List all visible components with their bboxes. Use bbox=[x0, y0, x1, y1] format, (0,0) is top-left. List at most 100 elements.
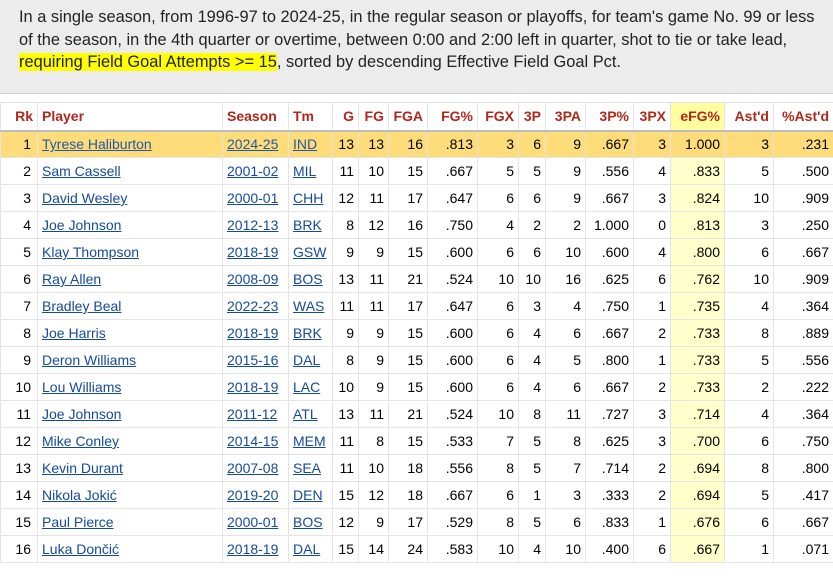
cell-fgx: 6 bbox=[477, 373, 519, 401]
cell-3p: 4 bbox=[518, 319, 546, 347]
cell-fg-pct: .556 bbox=[427, 454, 478, 482]
column-header-efg-pct[interactable]: eFG% bbox=[670, 102, 725, 132]
cell-g: 11 bbox=[332, 157, 359, 185]
column-header-fg-pct[interactable]: FG% bbox=[427, 102, 478, 132]
player-link[interactable]: Nikola Jokić bbox=[42, 487, 117, 503]
cell-player: Paul Pierce bbox=[37, 508, 223, 536]
season-link[interactable]: 2018-19 bbox=[227, 379, 279, 395]
column-header-fg[interactable]: FG bbox=[358, 102, 389, 132]
cell-fga: 17 bbox=[388, 184, 428, 212]
cell-team: GSW bbox=[288, 238, 333, 266]
cell-3p: 5 bbox=[518, 427, 546, 455]
cell-astd-pct: .500 bbox=[773, 157, 833, 185]
team-link[interactable]: BRK bbox=[293, 217, 322, 233]
season-link[interactable]: 2008-09 bbox=[227, 271, 279, 287]
cell-g: 9 bbox=[332, 319, 359, 347]
column-header-3px[interactable]: 3PX bbox=[633, 102, 671, 132]
player-link[interactable]: Klay Thompson bbox=[42, 244, 140, 260]
cell-rk: 11 bbox=[0, 400, 38, 428]
column-header-fga[interactable]: FGA bbox=[388, 102, 428, 132]
cell-astd: 5 bbox=[724, 481, 774, 509]
player-link[interactable]: Paul Pierce bbox=[42, 514, 114, 530]
season-link[interactable]: 2022-23 bbox=[227, 298, 279, 314]
cell-astd: 8 bbox=[724, 454, 774, 482]
team-link[interactable]: MEM bbox=[293, 433, 326, 449]
player-link[interactable]: Ray Allen bbox=[42, 271, 102, 287]
player-link[interactable]: Lou Williams bbox=[42, 379, 122, 395]
season-link[interactable]: 2018-19 bbox=[227, 325, 279, 341]
cell-season: 2018-19 bbox=[222, 535, 289, 563]
season-link[interactable]: 2011-12 bbox=[227, 406, 278, 422]
team-link[interactable]: LAC bbox=[293, 379, 321, 395]
cell-3p: 10 bbox=[518, 265, 546, 293]
player-link[interactable]: Deron Williams bbox=[42, 352, 137, 368]
cell-fga: 21 bbox=[388, 400, 428, 428]
column-header-3pa[interactable]: 3PA bbox=[545, 102, 586, 132]
team-link[interactable]: BRK bbox=[293, 325, 322, 341]
team-link[interactable]: MIL bbox=[293, 163, 317, 179]
team-link[interactable]: SEA bbox=[293, 460, 322, 476]
cell-season: 2012-13 bbox=[222, 211, 289, 239]
cell-fg: 12 bbox=[358, 211, 389, 239]
season-link[interactable]: 2001-02 bbox=[227, 163, 279, 179]
team-link[interactable]: DAL bbox=[293, 541, 321, 557]
season-link[interactable]: 2000-01 bbox=[227, 514, 279, 530]
column-header-3p[interactable]: 3P bbox=[518, 102, 546, 132]
team-link[interactable]: CHH bbox=[293, 190, 324, 206]
season-link[interactable]: 2018-19 bbox=[227, 541, 279, 557]
team-link[interactable]: WAS bbox=[293, 298, 325, 314]
team-link[interactable]: BOS bbox=[293, 514, 323, 530]
season-link[interactable]: 2012-13 bbox=[227, 217, 279, 233]
cell-efg-pct: .762 bbox=[670, 265, 725, 293]
cell-season: 2015-16 bbox=[222, 346, 289, 374]
team-link[interactable]: DEN bbox=[293, 487, 323, 503]
cell-fg-pct: .647 bbox=[427, 292, 478, 320]
cell-astd-pct: .750 bbox=[773, 427, 833, 455]
cell-3px: 1 bbox=[633, 292, 671, 320]
season-link[interactable]: 2007-08 bbox=[227, 460, 279, 476]
column-header-astd-pct[interactable]: %Ast'd bbox=[773, 102, 833, 132]
cell-astd-pct: .889 bbox=[773, 319, 833, 347]
season-link[interactable]: 2024-25 bbox=[227, 136, 279, 153]
season-link[interactable]: 2015-16 bbox=[227, 352, 279, 368]
cell-fga: 15 bbox=[388, 319, 428, 347]
column-header-rk[interactable]: Rk bbox=[0, 102, 38, 132]
cell-g: 11 bbox=[332, 292, 359, 320]
cell-rk: 8 bbox=[0, 319, 38, 347]
team-link[interactable]: IND bbox=[293, 136, 318, 153]
column-header-season[interactable]: Season bbox=[222, 102, 289, 132]
cell-player: Deron Williams bbox=[37, 346, 223, 374]
cell-efg-pct: .667 bbox=[670, 535, 725, 563]
player-link[interactable]: Bradley Beal bbox=[42, 298, 122, 314]
column-header-3p-pct[interactable]: 3P% bbox=[585, 102, 634, 132]
player-link[interactable]: Joe Harris bbox=[42, 325, 106, 341]
player-link[interactable]: Sam Cassell bbox=[42, 163, 121, 179]
season-link[interactable]: 2018-19 bbox=[227, 244, 279, 260]
team-link[interactable]: BOS bbox=[293, 271, 323, 287]
player-link[interactable]: Kevin Durant bbox=[42, 460, 123, 476]
player-link[interactable]: Joe Johnson bbox=[42, 217, 122, 233]
column-header-astd[interactable]: Ast'd bbox=[724, 102, 774, 132]
cell-rk: 15 bbox=[0, 508, 38, 536]
column-header-fgx[interactable]: FGX bbox=[477, 102, 519, 132]
player-link[interactable]: Mike Conley bbox=[42, 433, 120, 449]
season-link[interactable]: 2014-15 bbox=[227, 433, 279, 449]
cell-efg-pct: .694 bbox=[670, 481, 725, 509]
cell-3p-pct: .556 bbox=[585, 157, 634, 185]
column-header-player[interactable]: Player bbox=[37, 102, 223, 132]
season-link[interactable]: 2019-20 bbox=[227, 487, 279, 503]
team-link[interactable]: GSW bbox=[293, 244, 327, 260]
player-link[interactable]: Joe Johnson bbox=[42, 406, 122, 422]
player-link[interactable]: David Wesley bbox=[42, 190, 128, 206]
player-link[interactable]: Luka Dončić bbox=[42, 541, 120, 557]
player-link[interactable]: Tyrese Haliburton bbox=[42, 136, 152, 153]
table-row: 1 Tyrese Haliburton 2024-25 IND 13 13 16.813 3 6… bbox=[0, 130, 833, 158]
team-link[interactable]: DAL bbox=[293, 352, 321, 368]
cell-3p: 5 bbox=[518, 454, 546, 482]
column-header-g[interactable]: G bbox=[332, 102, 359, 132]
cell-3p: 4 bbox=[518, 373, 546, 401]
cell-season: 2011-12 bbox=[222, 400, 289, 428]
column-header-tm[interactable]: Tm bbox=[288, 102, 333, 132]
season-link[interactable]: 2000-01 bbox=[227, 190, 279, 206]
team-link[interactable]: ATL bbox=[293, 406, 318, 422]
